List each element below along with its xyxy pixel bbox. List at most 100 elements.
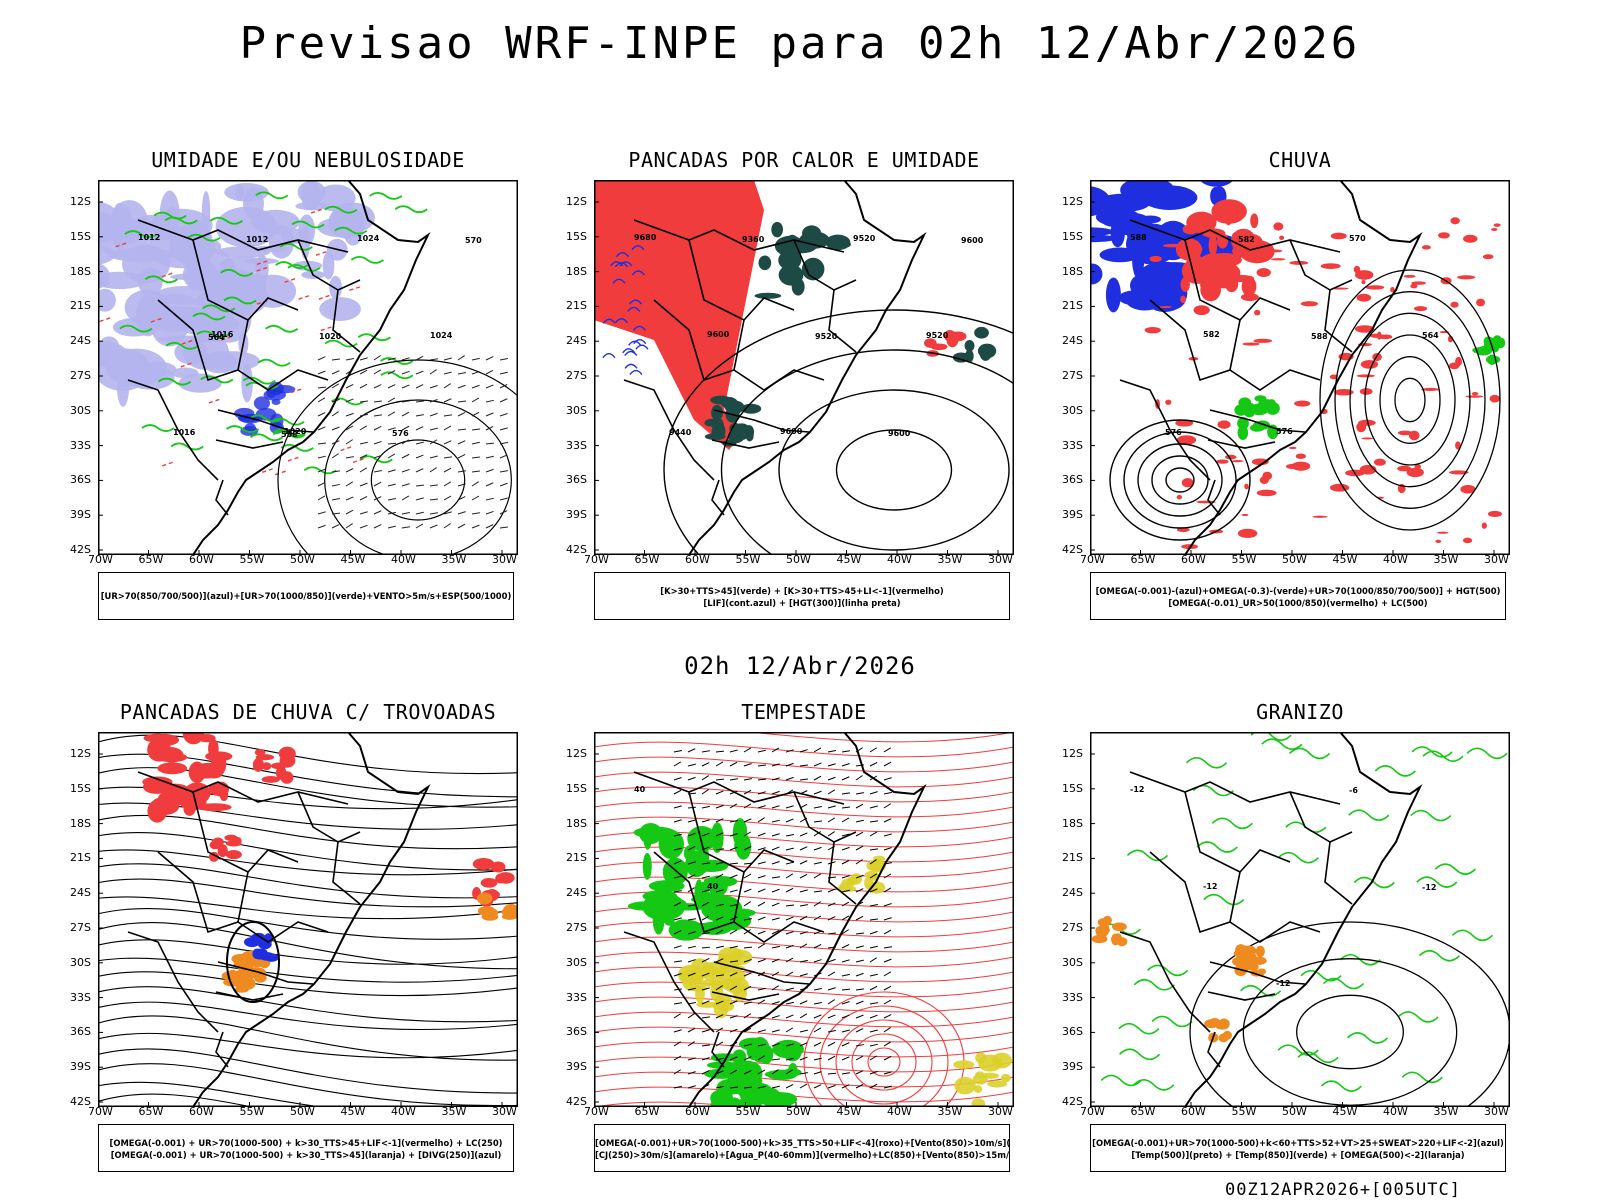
wind-vector — [443, 495, 452, 501]
lat-tick-label: 33S — [70, 438, 91, 452]
panel-title: GRANIZO — [1256, 700, 1344, 724]
wind-vector — [757, 832, 766, 837]
wind-vector — [673, 1085, 682, 1089]
field-patch — [1484, 343, 1493, 351]
contour-line — [1349, 312, 1471, 488]
wind-vector — [673, 819, 682, 823]
humidity-contour — [249, 433, 284, 442]
wind-vector — [743, 803, 752, 809]
wind-vector — [457, 470, 466, 473]
wind-vector — [883, 917, 892, 921]
rain-patch — [1289, 260, 1309, 265]
wind-vector — [429, 399, 438, 403]
wind-vector — [771, 1029, 780, 1033]
wind-vector — [869, 1083, 878, 1089]
wind-vector — [869, 848, 878, 851]
wind-vector — [415, 400, 425, 403]
wind-vector — [743, 831, 752, 837]
wind-vector — [429, 455, 438, 459]
forecast-time-label: 02h 12/Abr/2026 — [684, 652, 916, 680]
wind-vector — [729, 985, 738, 991]
humidity-contour — [226, 425, 260, 433]
wind-vector — [799, 778, 809, 781]
wind-vector — [799, 1072, 808, 1075]
streamline — [98, 814, 518, 850]
lif-contour — [631, 270, 645, 276]
field-patch — [1214, 211, 1243, 224]
contour-line — [1151, 455, 1209, 505]
field-patch — [1200, 282, 1210, 289]
lon-tick-label: 55W — [735, 1105, 761, 1118]
contour-label: 1020 — [319, 332, 342, 341]
rain-patch — [1175, 419, 1194, 427]
wind-vector — [799, 860, 808, 865]
wind-vector — [729, 1069, 738, 1075]
contour-label: 588 — [1311, 332, 1328, 341]
lif-contour — [629, 369, 643, 375]
wind-vector — [701, 1016, 710, 1019]
streamline — [98, 1081, 326, 1107]
field-patch — [735, 833, 752, 860]
lon-tick-label: 35W — [937, 553, 963, 566]
lif-contour — [614, 262, 629, 268]
rain-patch — [1406, 467, 1424, 478]
wind-vector — [799, 1000, 808, 1005]
wind-vector — [701, 1044, 710, 1047]
lif-contour — [624, 350, 638, 356]
field-patch — [159, 747, 184, 763]
wind-vector — [883, 803, 892, 809]
wind-vector — [387, 397, 396, 403]
wind-vector — [729, 874, 738, 879]
humidity-contour — [153, 211, 187, 220]
temp850-contour — [1418, 949, 1460, 962]
lon-tick-label: 45W — [340, 553, 366, 566]
field-patch — [1095, 925, 1110, 935]
wind-vector — [673, 860, 682, 865]
wind-vector — [883, 1071, 892, 1075]
weather-map: 9680 9600 9600 9520 9520 9440 9360 9520 9600 9600 — [594, 180, 1014, 555]
wind-vector — [785, 762, 794, 767]
state-border — [713, 409, 810, 433]
wind-vector — [771, 790, 780, 795]
panel-title: CHUVA — [1268, 148, 1332, 172]
humidity-contour — [279, 242, 313, 251]
streamline — [98, 753, 518, 798]
wind-vector — [785, 1069, 793, 1075]
field-patch — [974, 326, 989, 339]
wind-vector — [687, 748, 696, 753]
wind-vector — [855, 775, 863, 781]
isobar — [594, 936, 1014, 953]
legend-box: [OMEGA(-0.001)-(azul)+OMEGA(-0.3)-(verde… — [1090, 572, 1506, 620]
wind-vector — [673, 890, 682, 893]
temp850-contour — [1133, 978, 1175, 991]
wind-vector — [827, 987, 836, 991]
wind-vector — [771, 902, 780, 907]
wind-vector — [813, 831, 821, 837]
wind-vector — [757, 943, 766, 949]
isobar — [594, 741, 1014, 758]
wind-vector — [771, 777, 780, 781]
wind-vector — [869, 831, 878, 837]
wind-vector — [757, 958, 766, 963]
contour-label: 564 — [208, 333, 225, 342]
isobar — [594, 756, 1014, 773]
wind-vector — [869, 791, 878, 795]
contour-line — [835, 1019, 933, 1105]
humidity-contour — [350, 255, 384, 264]
rain-patch — [1165, 399, 1172, 405]
wind-vector — [673, 1055, 682, 1061]
wind-vector — [743, 972, 752, 977]
field-patch — [664, 916, 675, 926]
wind-vector — [415, 497, 424, 501]
wind-vector — [743, 818, 752, 823]
coastline — [98, 180, 431, 555]
wind-vector — [869, 957, 877, 963]
contour-label: 1016 — [211, 330, 234, 339]
rain-patch — [1312, 515, 1328, 518]
rain-patch — [1320, 263, 1341, 269]
humidity-contour — [223, 296, 257, 305]
wind-vector — [715, 974, 724, 977]
lon-tick-label: 45W — [836, 1105, 862, 1118]
thickness-contour — [352, 457, 366, 464]
wind-vector — [387, 427, 396, 431]
